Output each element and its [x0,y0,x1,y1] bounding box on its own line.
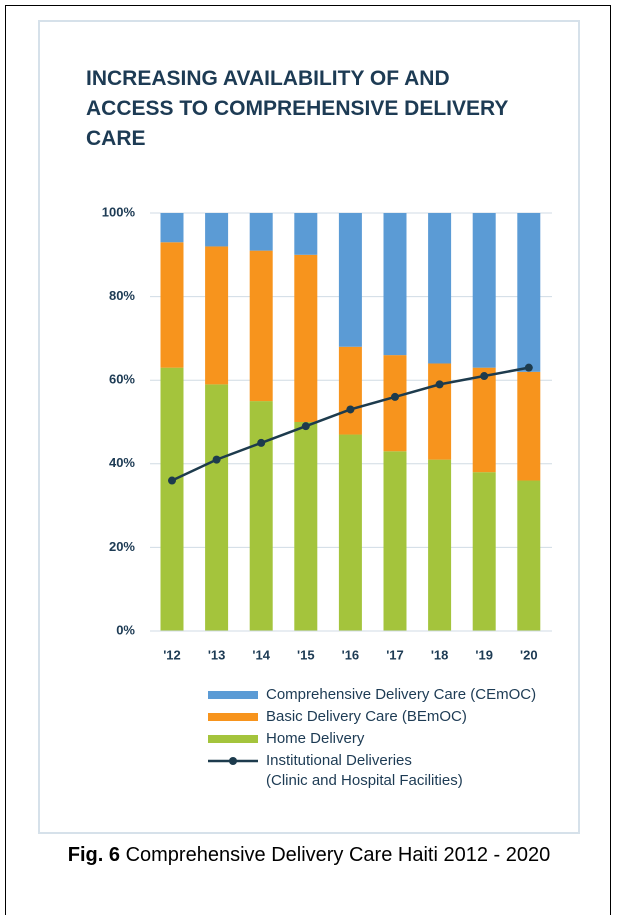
line-point [301,422,310,431]
legend-label: Basic Delivery Care (BEmOC) [266,708,467,725]
bar-segment [205,384,229,631]
line-point [435,380,444,389]
x-tick-label: '17 [386,647,404,662]
bar-segment [249,401,273,631]
legend-swatch [208,691,258,699]
bar-segment [249,213,273,251]
frame [5,5,611,915]
x-tick-label: '20 [520,647,538,662]
x-tick-label: '13 [208,647,226,662]
line-point [524,363,533,372]
bar-segment [383,355,407,452]
bar-segment [205,246,229,385]
legend-point [229,757,237,765]
bar-segment [428,459,452,631]
caption-label: Fig. 6 [67,844,120,866]
legend-swatch [208,757,258,765]
legend-swatch [208,713,258,721]
y-tick-label: 20% [109,539,135,554]
bar-segment [472,213,496,368]
bar-segment [160,213,184,243]
bar-segment [160,242,184,368]
x-tick-label: '18 [431,647,449,662]
y-tick-label: 0% [116,622,135,637]
caption-text: Comprehensive Delivery Care Haiti 2012 -… [125,844,551,866]
line-point [480,372,489,381]
chart-title: INCREASING AVAILABILITY OF AND ACCESS TO… [86,67,509,150]
legend-rect [208,691,258,699]
bar-segment [472,367,496,473]
line-point [346,405,355,414]
x-tick-label: '15 [297,647,315,662]
x-tick-label: '12 [163,647,181,662]
y-tick-label: 100% [102,204,136,219]
y-tick-label: 40% [109,455,135,470]
bar-segment [294,422,318,631]
x-tick-label: '16 [342,647,360,662]
bar-segment [338,346,362,435]
legend-label: Institutional Deliveries (Clinic and Hos… [266,752,463,789]
bar-segment [338,213,362,347]
bar-segment [249,250,273,402]
bar-segment [160,367,184,631]
bar-segment [383,213,407,356]
y-tick-label: 60% [109,372,135,387]
caption: Fig. 6 Comprehensive Delivery Care Haiti… [20,840,598,870]
bar-segment [294,254,318,422]
legend-rect [208,735,258,743]
bar-segment [205,213,229,247]
bar-segment [428,213,452,364]
bar-segment [294,213,318,255]
y-tick-label: 80% [109,288,135,303]
line-point [391,392,399,401]
legend-rect [208,713,258,721]
bar-segment [383,451,407,631]
line-point [212,455,221,464]
x-tick-label: '19 [475,647,493,662]
chart-panel [38,20,580,834]
bar-segment [517,480,541,631]
legend-label: Home Delivery [266,730,365,747]
legend-label: Comprehensive Delivery Care (CEmOC) [266,686,537,703]
bar-segment [517,213,541,372]
bar-segment [338,434,362,631]
bar-segment [472,472,496,631]
line-point [168,476,176,485]
bar-segment [428,363,452,460]
line-point [257,438,266,447]
legend-swatch [208,735,258,743]
x-tick-label: '14 [252,647,270,662]
bar-segment [517,371,541,481]
